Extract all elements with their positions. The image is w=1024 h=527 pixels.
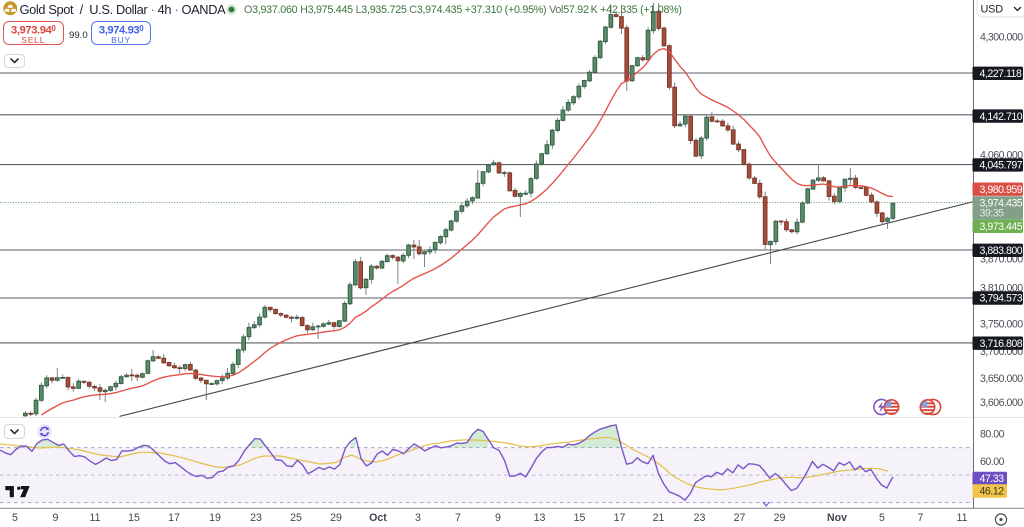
svg-text:19: 19: [209, 512, 221, 524]
svg-text:USD: USD: [981, 4, 1004, 16]
svg-text:3,973.445: 3,973.445: [980, 221, 1023, 233]
svg-text:7: 7: [918, 512, 924, 524]
svg-text:3,750.000: 3,750.000: [980, 318, 1023, 330]
svg-text:3,606.000: 3,606.000: [980, 397, 1023, 409]
svg-text:4,227.118: 4,227.118: [980, 68, 1022, 80]
svg-text:11: 11: [90, 512, 101, 524]
svg-text:9: 9: [495, 512, 501, 524]
svg-text:3,980.959: 3,980.959: [980, 184, 1023, 196]
svg-text:3,794.573: 3,794.573: [980, 293, 1023, 305]
svg-text:5: 5: [879, 512, 885, 524]
svg-text:11: 11: [957, 512, 968, 524]
svg-text:Nov: Nov: [827, 512, 847, 524]
svg-text:29: 29: [330, 512, 342, 524]
svg-text:39:35: 39:35: [980, 208, 1005, 220]
svg-text:3,716.808: 3,716.808: [980, 338, 1023, 350]
svg-text:13: 13: [534, 512, 546, 524]
svg-text:25: 25: [290, 512, 302, 524]
svg-text:29: 29: [774, 512, 786, 524]
svg-text:15: 15: [128, 512, 140, 524]
svg-text:3,974.435: 3,974.435: [980, 197, 1023, 209]
svg-text:47.33: 47.33: [980, 473, 1005, 485]
svg-text:17: 17: [168, 512, 180, 524]
svg-text:9: 9: [53, 512, 59, 524]
svg-text:23: 23: [250, 512, 262, 524]
svg-text:21: 21: [653, 512, 665, 524]
svg-text:60.00: 60.00: [980, 456, 1005, 468]
svg-text:4,045.797: 4,045.797: [980, 160, 1023, 172]
svg-text:3: 3: [415, 512, 421, 524]
svg-text:17: 17: [614, 512, 626, 524]
svg-text:3,650.000: 3,650.000: [980, 373, 1023, 385]
svg-text:4,300.000: 4,300.000: [980, 31, 1023, 43]
svg-text:4,142.710: 4,142.710: [980, 111, 1023, 123]
svg-text:15: 15: [574, 512, 586, 524]
svg-text:46.12: 46.12: [980, 486, 1005, 498]
svg-text:3,883.800: 3,883.800: [980, 245, 1023, 257]
svg-text:7: 7: [455, 512, 461, 524]
svg-text:23: 23: [694, 512, 706, 524]
svg-text:27: 27: [734, 512, 746, 524]
svg-text:80.00: 80.00: [980, 429, 1005, 441]
svg-text:Oct: Oct: [369, 512, 387, 524]
svg-text:5: 5: [12, 512, 18, 524]
